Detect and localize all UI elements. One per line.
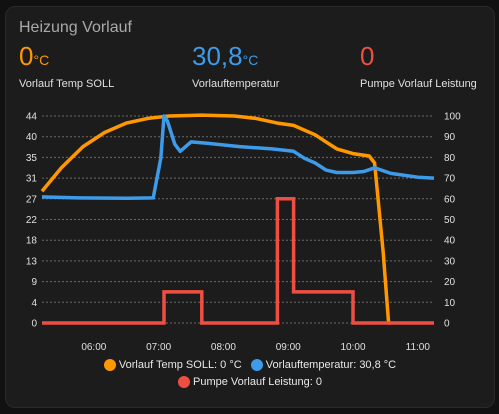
legend-vorlauftemperatur-text: Vorlauftemperatur: 30,8 °C	[265, 359, 397, 371]
y-left-tick-label: 22	[26, 215, 38, 226]
y-left-tick-label: 18	[26, 236, 38, 247]
stat-soll-value: 0	[19, 41, 34, 71]
heizung-vorlauf-card: Heizung Vorlauf 0°C Vorlauf Temp SOLL 30…	[5, 6, 495, 408]
legend-soll-text: Vorlauf Temp SOLL: 0 °C	[118, 359, 242, 371]
stat-vorlauftemperatur-value-wrap: 30,8°C	[192, 41, 279, 75]
y-left-tick-label: 27	[26, 194, 38, 205]
y-right-tick-label: 100	[444, 112, 461, 123]
legend-item-pumpe[interactable]: Pumpe Vorlauf Leistung: 0	[177, 376, 323, 388]
stat-soll-label: Vorlauf Temp SOLL	[19, 78, 115, 90]
y-right-tick-label: 10	[444, 298, 456, 309]
y-left-tick-label: 13	[26, 256, 38, 267]
stat-vorlauftemperatur-value: 30,8	[192, 41, 243, 71]
y-right-tick-label: 0	[444, 319, 450, 330]
y-left-tick-label: 0	[31, 319, 37, 330]
stat-pumpe-label: Pumpe Vorlauf Leistung	[360, 78, 477, 90]
y-right-tick-label: 70	[444, 174, 456, 185]
stat-pumpe-value-wrap: 0	[360, 41, 477, 75]
y-right-tick-label: 90	[444, 132, 456, 143]
legend-row-1: Vorlauf Temp SOLL: 0 °C Vorlauftemperatu…	[5, 359, 495, 374]
y-left-tick-label: 4	[31, 298, 37, 309]
y-right-tick-label: 40	[444, 236, 456, 247]
stat-vorlauftemperatur-unit: °C	[242, 52, 259, 68]
y-right-tick-label: 30	[444, 256, 456, 267]
stat-vorlauftemperatur-label: Vorlauftemperatur	[192, 78, 280, 90]
series-line-0	[40, 113, 391, 325]
stat-vorlauftemperatur[interactable]: 30,8°C Vorlauftemperatur	[192, 41, 279, 90]
x-tick-label: 08:00	[211, 342, 236, 353]
legend-item-vorlauftemperatur[interactable]: Vorlauftemperatur: 30,8 °C	[250, 359, 397, 371]
legend-pumpe-dot	[177, 376, 190, 388]
y-right-tick-label: 60	[444, 194, 456, 205]
y-right-tick-label: 20	[444, 277, 456, 288]
y-left-tick-label: 31	[26, 174, 38, 185]
card-title[interactable]: Heizung Vorlauf	[19, 19, 132, 36]
legend-soll-dot	[103, 359, 116, 371]
x-tick-label: 07:00	[146, 342, 171, 353]
y-right-tick-label: 80	[444, 153, 456, 164]
legend-pumpe-text: Pumpe Vorlauf Leistung: 0	[192, 376, 323, 388]
y-left-tick-label: 9	[31, 277, 37, 288]
stat-pumpe[interactable]: 0 Pumpe Vorlauf Leistung	[360, 41, 477, 90]
stat-soll-unit: °C	[33, 52, 50, 68]
y-right-tick-label: 50	[444, 215, 456, 226]
legend-row-2: Pumpe Vorlauf Leistung: 0	[5, 376, 495, 391]
y-left-tick-label: 40	[26, 132, 38, 143]
y-left-tick-label: 44	[26, 112, 38, 123]
x-tick-label: 10:00	[340, 342, 365, 353]
series-line-1	[41, 114, 435, 201]
legend-vorlauftemperatur-dot	[250, 359, 263, 371]
x-tick-label: 11:00	[406, 342, 431, 353]
legend-item-soll[interactable]: Vorlauf Temp SOLL: 0 °C	[103, 359, 242, 371]
x-tick-label: 09:00	[276, 342, 301, 353]
x-tick-label: 06:00	[81, 342, 106, 353]
stat-soll[interactable]: 0°C Vorlauf Temp SOLL	[19, 41, 114, 90]
series-line-2	[42, 197, 434, 325]
y-left-tick-label: 35	[26, 153, 38, 164]
stat-soll-value-wrap: 0°C	[19, 41, 114, 75]
stat-pumpe-value: 0	[360, 41, 375, 71]
